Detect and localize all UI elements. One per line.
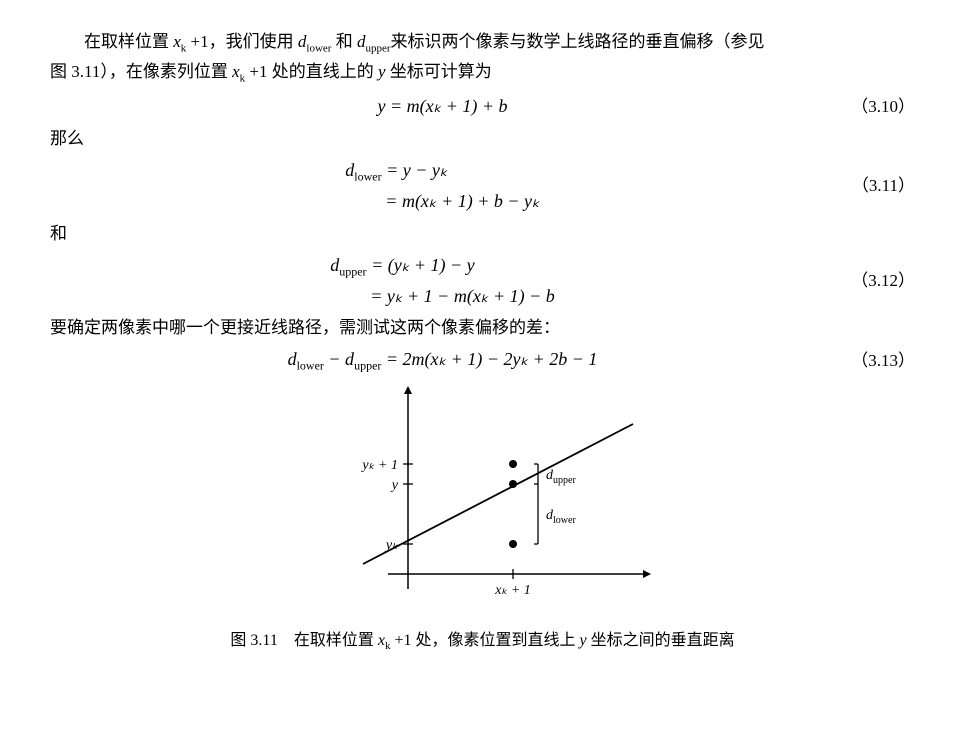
eq313-subb: upper (354, 359, 381, 373)
intro-text-4: 图 3.11），在像素列位置 (50, 62, 232, 81)
intro-and: 和 (331, 32, 357, 51)
intro-text-3: 来标识两个像素与数学上线路径的垂直偏移（参见 (390, 32, 764, 51)
eq313-suba: lower (297, 359, 324, 373)
figure-3-11: yₖ + 1 y yₖ xₖ + 1 dupper dlower (50, 384, 915, 622)
eq310-expr: y = m(xₖ + 1) + b (377, 96, 507, 116)
eq-expr: dlower = y − yₖ = m(xₖ + 1) + b − yₖ (50, 156, 835, 216)
intro-text-1: 在取样位置 (84, 32, 173, 51)
cap-a: 图 3.11 在取样位置 (230, 632, 377, 649)
equation-3-11: dlower = y − yₖ = m(xₖ + 1) + b − yₖ （3.… (50, 156, 915, 216)
intro-text-5: +1 处的直线上的 (245, 62, 378, 81)
svg-text:yₖ + 1: yₖ + 1 (360, 458, 398, 473)
eq311-sub: lower (354, 170, 381, 184)
intro-paragraph: 在取样位置 xk +1，我们使用 dlower 和 dupper来标识两个像素与… (50, 28, 915, 88)
eq312-l1b: = (yₖ + 1) − y (367, 255, 475, 275)
svg-text:yₖ: yₖ (383, 538, 398, 553)
then-text: 那么 (50, 125, 915, 152)
svg-text:dupper: dupper (546, 468, 576, 486)
eq312-d: d (330, 255, 339, 275)
intro-text-2: +1，我们使用 (186, 32, 298, 51)
intro-text-6: 坐标可计算为 (386, 62, 492, 81)
cap-x: x (378, 632, 385, 649)
eq313-exprb: = 2m(xₖ + 1) − 2yₖ + 2b − 1 (381, 349, 597, 369)
eq-num: （3.11） (835, 172, 915, 199)
figure-caption: 图 3.11 在取样位置 xk +1 处，像素位置到直线上 y 坐标之间的垂直距… (50, 628, 915, 656)
svg-text:xₖ + 1: xₖ + 1 (494, 583, 531, 598)
eq-num: （3.10） (835, 93, 915, 120)
svg-text:dlower: dlower (546, 508, 576, 526)
mid-text: 要确定两像素中哪一个更接近线路径，需测试这两个像素偏移的差： (50, 314, 915, 341)
equation-3-13: dlower − dupper = 2m(xₖ + 1) − 2yₖ + 2b … (50, 345, 915, 376)
cap-b: +1 处，像素位置到直线上 (390, 632, 579, 649)
and-text: 和 (50, 220, 915, 247)
eq-num: （3.12） (835, 267, 915, 294)
page: 在取样位置 xk +1，我们使用 dlower 和 dupper来标识两个像素与… (0, 0, 965, 741)
equation-3-10: y = m(xₖ + 1) + b （3.10） (50, 92, 915, 121)
eq311-l2: = m(xₖ + 1) + b − yₖ (345, 187, 539, 216)
eq-expr: y = m(xₖ + 1) + b (50, 92, 835, 121)
svg-text:y: y (389, 478, 398, 493)
eq-expr: dlower − dupper = 2m(xₖ + 1) − 2yₖ + 2b … (50, 345, 835, 376)
eq-num: （3.13） (835, 347, 915, 374)
eq311-l1b: = y − yₖ (382, 160, 448, 180)
cap-c: 坐标之间的垂直距离 (587, 632, 735, 649)
eq-expr: dupper = (yₖ + 1) − y = yₖ + 1 − m(xₖ + … (50, 251, 835, 311)
equation-3-12: dupper = (yₖ + 1) − y = yₖ + 1 − m(xₖ + … (50, 251, 915, 311)
eq313-minus: − d (324, 349, 354, 369)
var-y: y (378, 62, 386, 81)
eq313-da: d (288, 349, 297, 369)
eq311-d: d (345, 160, 354, 180)
eq312-l2: = yₖ + 1 − m(xₖ + 1) − b (330, 282, 555, 311)
eq312-sub: upper (339, 264, 366, 278)
var-x2: x (232, 62, 240, 81)
sub-upper: upper (365, 42, 390, 54)
sub-lower: lower (306, 42, 331, 54)
figure-svg: yₖ + 1 y yₖ xₖ + 1 dupper dlower (313, 384, 653, 614)
var-x: x (173, 32, 181, 51)
cap-y: y (579, 632, 586, 649)
